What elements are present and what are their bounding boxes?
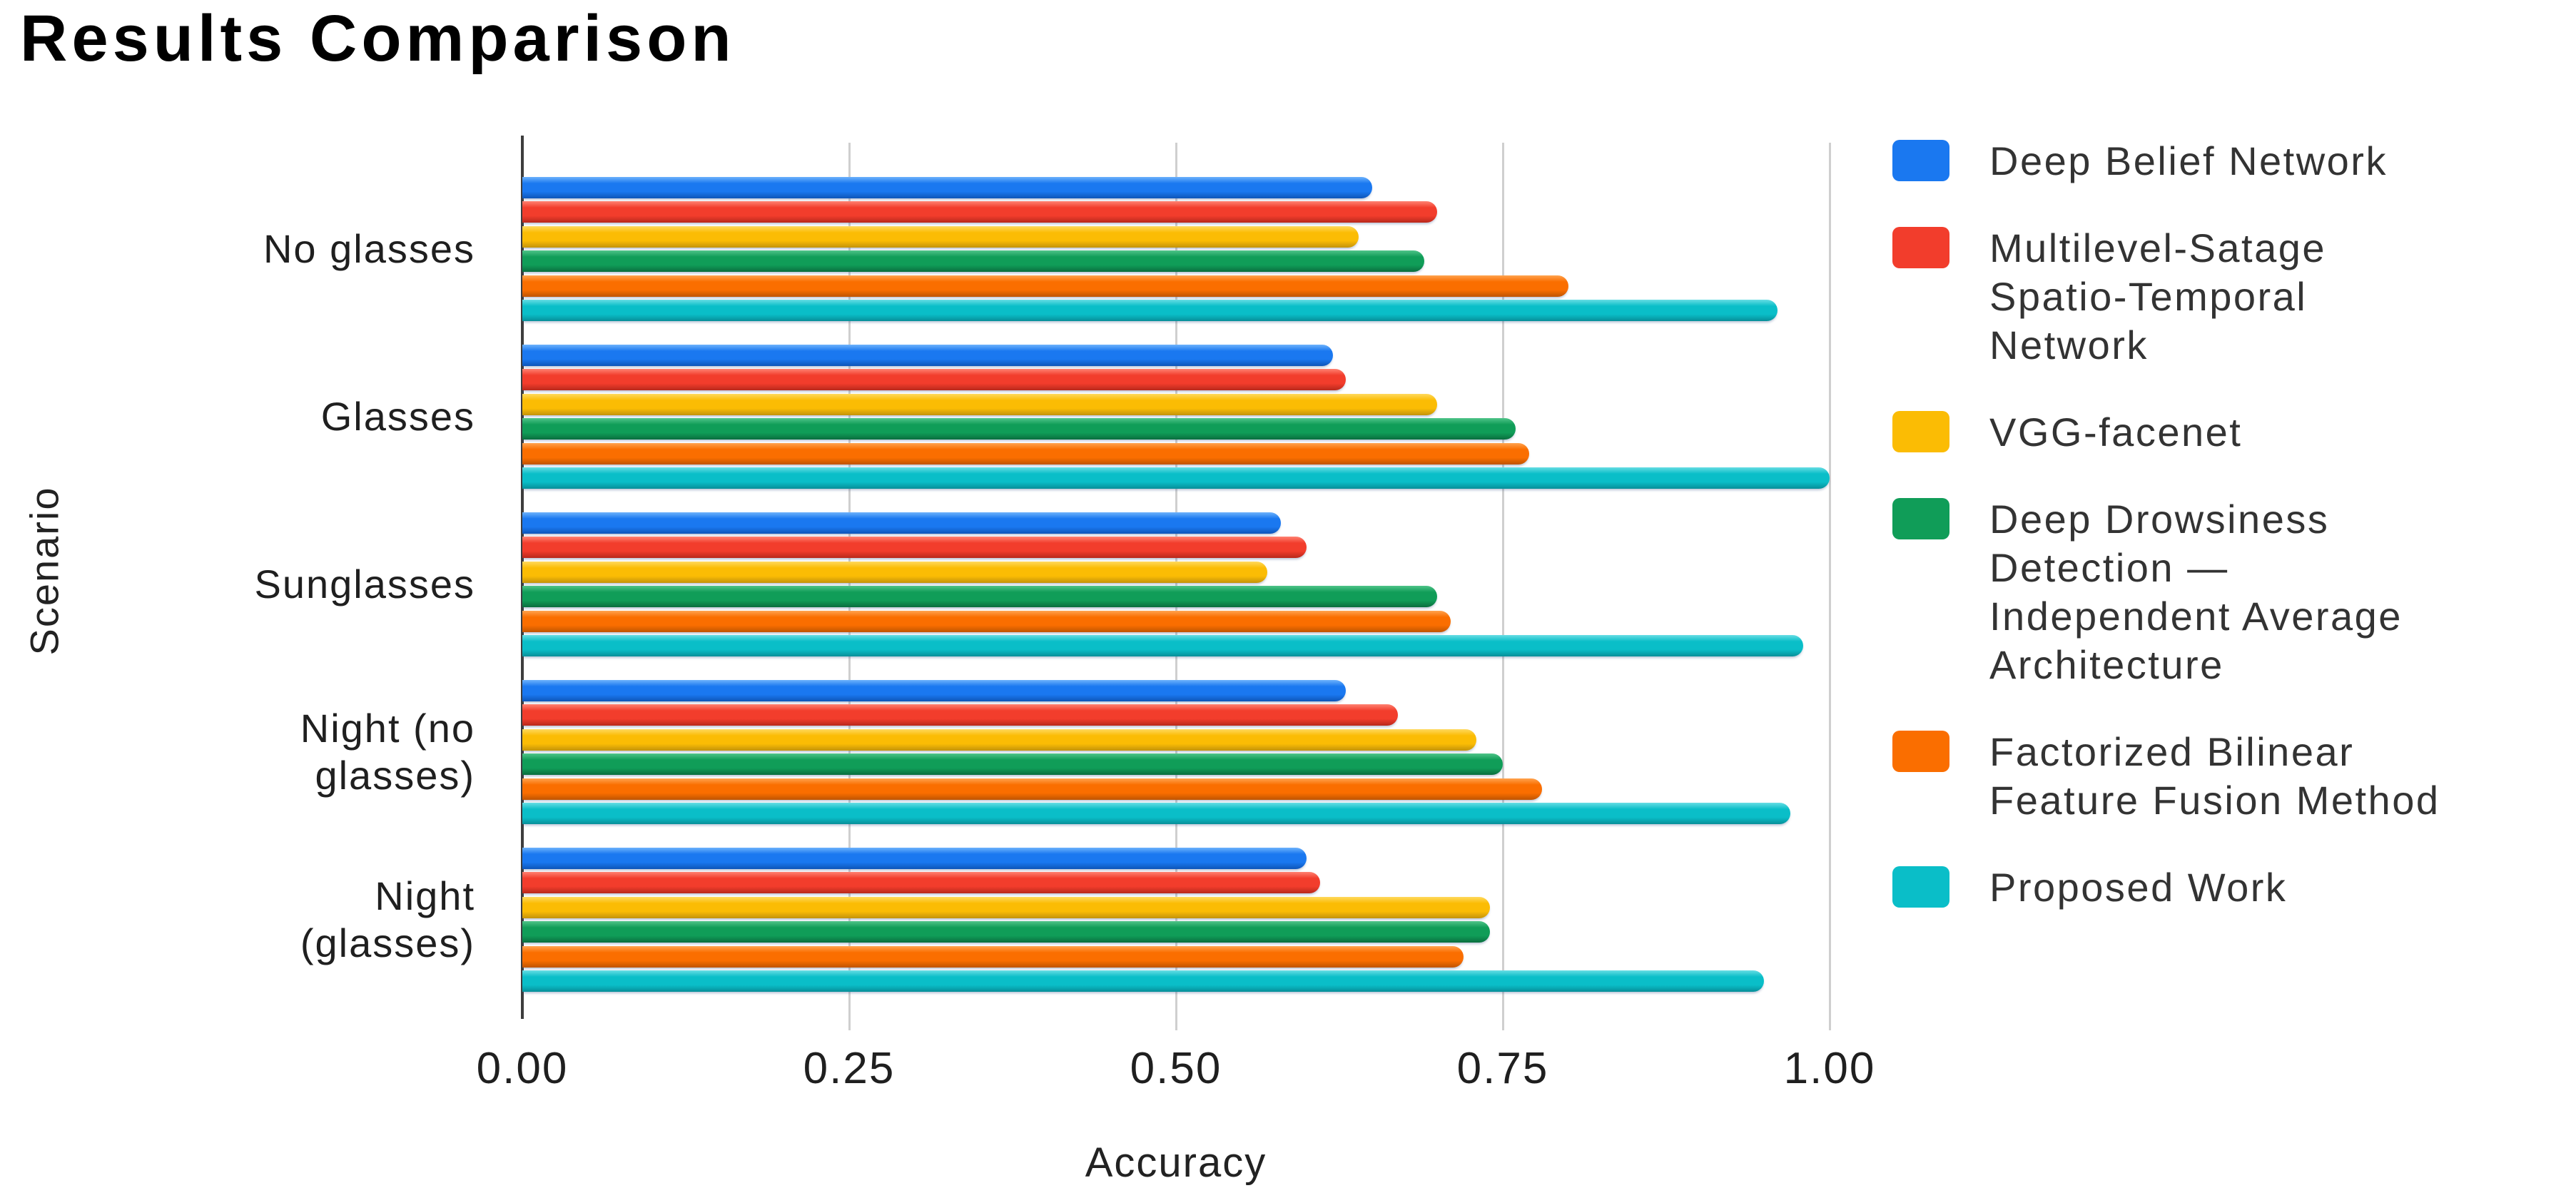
- bar-group: [522, 512, 1830, 656]
- bar: [522, 729, 1477, 751]
- category-label-line: Night (no: [300, 706, 475, 751]
- bar: [522, 393, 1438, 415]
- legend-label-line: VGG-facenet: [1989, 410, 2243, 455]
- x-tick-label-0.75: 0.75: [1456, 1044, 1549, 1093]
- category-label-line: No glasses: [263, 226, 475, 271]
- legend-label: Deep Drowsiness Detection — Independent Av…: [1989, 495, 2403, 689]
- bar: [522, 201, 1438, 223]
- bar: [522, 704, 1399, 726]
- bar: [522, 610, 1451, 632]
- category-label-line: Sunglasses: [254, 562, 475, 606]
- legend-label-line: Detection —: [1989, 545, 2229, 590]
- bar: [522, 225, 1359, 248]
- chart-title: Results Comparison: [20, 2, 736, 75]
- legend-label-line: Deep Drowsiness: [1989, 497, 2330, 542]
- bar: [522, 802, 1791, 824]
- legend-label: Deep Belief Network: [1989, 137, 2388, 186]
- legend-item: Factorized Bilinear Feature Fusion Method: [1892, 728, 2563, 825]
- bar: [522, 680, 1347, 701]
- bar: [522, 250, 1425, 273]
- legend-label-line: Proposed Work: [1989, 865, 2288, 910]
- bar: [522, 537, 1307, 559]
- plot-area: [521, 136, 1831, 1030]
- bar: [522, 418, 1516, 440]
- bar-group: [522, 848, 1830, 992]
- category-label-line: (glasses): [300, 920, 475, 965]
- legend-item: Proposed Work: [1892, 863, 2563, 912]
- legend-item: VGG-facenet: [1892, 408, 2563, 457]
- legend-item: Multilevel-Satage Spatio-Temporal Network: [1892, 224, 2563, 370]
- legend-label: VGG-facenet: [1989, 408, 2242, 457]
- bar: [522, 778, 1542, 800]
- bar: [522, 275, 1568, 297]
- x-tick-label-0.50: 0.50: [1130, 1044, 1222, 1093]
- bar-group: [522, 345, 1830, 489]
- gridline-0.75: [1502, 143, 1504, 1030]
- legend-swatch-icon: [1892, 227, 1949, 268]
- x-tick-label-1.00: 1.00: [1783, 1044, 1876, 1093]
- legend-item: Deep Belief Network: [1892, 137, 2563, 186]
- bar: [522, 970, 1765, 992]
- legend-swatch-icon: [1892, 498, 1949, 539]
- bar: [522, 634, 1804, 656]
- bar: [522, 512, 1281, 534]
- bar: [522, 177, 1372, 198]
- x-tick-label-0.25: 0.25: [803, 1044, 896, 1093]
- bar: [522, 561, 1268, 583]
- category-label-line: Night: [375, 873, 475, 918]
- legend-label-line: Deep Belief Network: [1989, 138, 2388, 183]
- legend-swatch-icon: [1892, 140, 1949, 181]
- x-axis-tick-labels: 0.00 0.25 0.50 0.75 1.00: [477, 1043, 1875, 1100]
- x-axis-title: Accuracy: [1085, 1139, 1267, 1186]
- bar: [522, 467, 1830, 489]
- legend-item: Deep Drowsiness Detection — Independent Av…: [1892, 495, 2563, 689]
- bar-group: [522, 177, 1830, 321]
- category-label: No glasses: [0, 177, 498, 321]
- category-label: Glasses: [0, 345, 498, 489]
- legend: Deep Belief Network Multilevel-Satage Spat…: [1892, 137, 2563, 912]
- bar: [522, 369, 1347, 391]
- category-label: Night (no glasses): [0, 680, 498, 824]
- bar: [522, 896, 1490, 918]
- bar: [522, 945, 1464, 968]
- legend-swatch-icon: [1892, 411, 1949, 452]
- legend-label-line: Architecture: [1989, 642, 2224, 687]
- category-label-line: glasses): [315, 753, 475, 798]
- legend-label-line: Network: [1989, 323, 2149, 367]
- legend-label: Proposed Work: [1989, 863, 2287, 912]
- bar: [522, 848, 1307, 869]
- category-label-line: Glasses: [320, 394, 475, 439]
- legend-swatch-icon: [1892, 731, 1949, 772]
- x-tick-label-0.00: 0.00: [476, 1044, 569, 1093]
- legend-label-line: Independent Average: [1989, 594, 2403, 639]
- gridline-1.00: [1829, 143, 1831, 1030]
- legend-label-line: Multilevel-Satage: [1989, 225, 2327, 270]
- bar-group: [522, 680, 1830, 824]
- category-axis-labels: No glasses Glasses Sunglasses Night (no glas…: [0, 177, 498, 992]
- bar: [522, 345, 1333, 366]
- legend-label-line: Feature Fusion Method: [1989, 778, 2440, 823]
- bar: [522, 299, 1778, 321]
- bar: [522, 753, 1503, 776]
- bar: [522, 872, 1320, 894]
- bar-series-area: [522, 177, 1830, 992]
- legend-swatch-icon: [1892, 866, 1949, 908]
- legend-label: Multilevel-Satage Spatio-Temporal Network: [1989, 224, 2326, 370]
- bar: [522, 442, 1529, 465]
- category-label: Sunglasses: [0, 512, 498, 656]
- bar: [522, 921, 1490, 943]
- category-label: Night (glasses): [0, 848, 498, 992]
- legend-label-line: Spatio-Temporal: [1989, 274, 2308, 319]
- legend-label: Factorized Bilinear Feature Fusion Method: [1989, 728, 2440, 825]
- bar: [522, 586, 1438, 608]
- legend-label-line: Factorized Bilinear: [1989, 729, 2355, 774]
